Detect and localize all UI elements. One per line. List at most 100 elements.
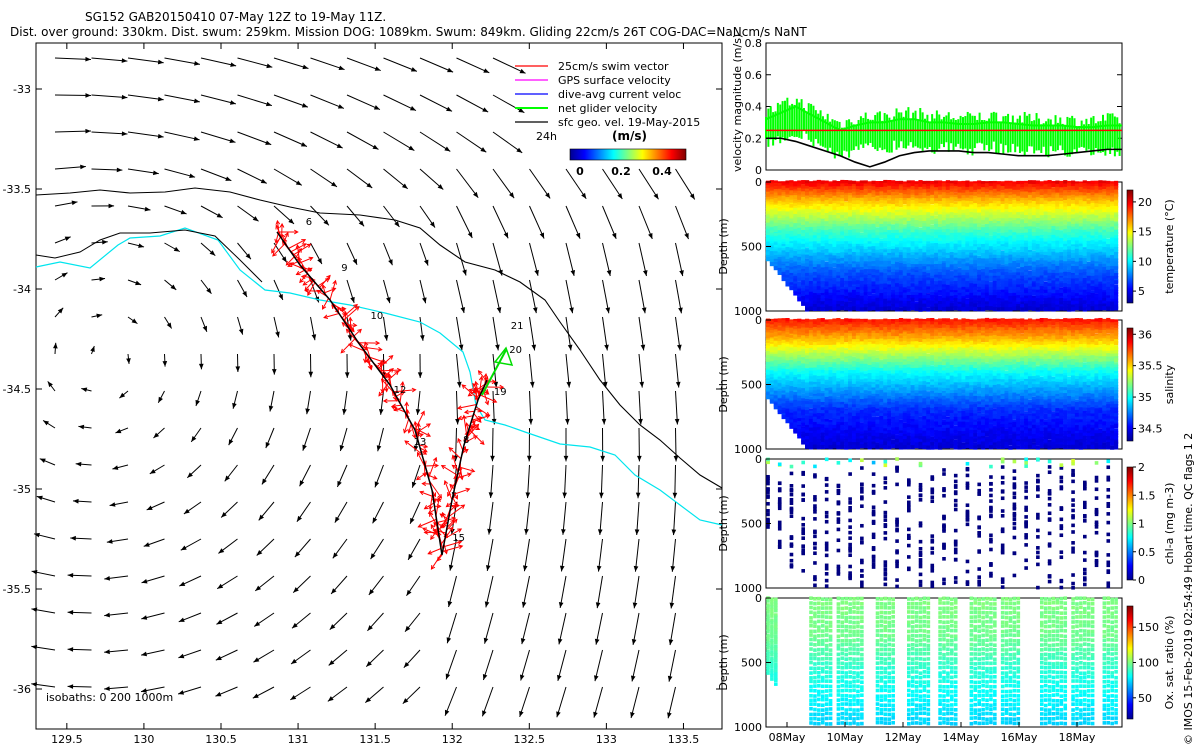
current-arrow-head — [157, 96, 164, 102]
depth-data-point — [926, 289, 931, 294]
current-arrow-head — [189, 173, 196, 179]
current-arrow-head — [53, 342, 58, 349]
current-arrow-shaft — [456, 131, 487, 153]
depth-data-point — [981, 307, 986, 312]
map-y-ticks: -33-33.5-34-34.5-35-35.5-36 — [3, 83, 722, 696]
day-label: 8 — [463, 435, 469, 446]
depth-data-point — [859, 252, 864, 257]
swim-vector-head — [428, 511, 434, 517]
depth-data-point — [875, 197, 880, 202]
depth-data-point — [879, 260, 884, 266]
current-arrow-head — [556, 711, 561, 718]
depth-data-point — [789, 254, 794, 259]
depth-data-point — [789, 243, 794, 248]
depth-data-point — [797, 297, 802, 302]
swim-vector — [424, 502, 435, 510]
current-arrow-shaft — [600, 464, 603, 499]
current-arrow-head — [519, 710, 524, 717]
depth-data-point — [1008, 263, 1013, 268]
depth-data-point — [781, 221, 786, 226]
swim-vector-head — [422, 448, 428, 453]
swim-vector-head — [453, 494, 458, 500]
current-arrow-shaft — [200, 57, 237, 67]
depth-data-point — [945, 292, 951, 297]
depth-data-point — [906, 263, 911, 268]
depth-data-point — [765, 208, 771, 213]
depth-data-point — [1004, 243, 1009, 248]
depth-data-point — [785, 249, 790, 254]
depth-data-point — [816, 205, 821, 211]
depth-data-point — [1024, 200, 1029, 205]
depth-data-point — [1008, 289, 1013, 294]
depth-data-point — [789, 228, 794, 233]
current-arrow-head — [178, 690, 185, 695]
isobaths-label: isobaths: 0 200 1000m — [46, 691, 173, 704]
swim-vector-head — [448, 447, 454, 452]
swim-vector — [428, 457, 437, 479]
swim-vector-head — [418, 432, 424, 438]
current-arrow-head — [526, 455, 532, 462]
depth-data-point — [988, 240, 994, 245]
swim-vector-head — [348, 343, 354, 348]
depth-data-point — [977, 266, 982, 271]
depth-data-point — [1082, 214, 1087, 219]
current-arrow-shaft — [91, 57, 128, 62]
depth-data-point — [969, 246, 974, 251]
depth-data-point — [957, 240, 962, 245]
current-arrow-head — [534, 269, 539, 276]
swim-vector-head — [472, 382, 477, 388]
current-arrow-shaft — [565, 205, 581, 239]
depth-data-point — [902, 220, 907, 225]
swim-vector-head — [440, 464, 446, 470]
depth-data-point — [894, 263, 900, 268]
depth-data-point — [965, 283, 970, 288]
depth-data-point — [1035, 200, 1040, 205]
depth-data-point — [863, 280, 868, 285]
current-arrow-shaft — [54, 130, 91, 133]
depth-data-point — [1000, 228, 1005, 233]
depth-data-point — [1008, 240, 1013, 245]
track-line — [276, 231, 488, 556]
depth-data-point — [934, 246, 939, 251]
swim-vector — [329, 280, 337, 301]
depth-data-point — [973, 240, 978, 245]
swim-vector — [343, 306, 360, 321]
swim-vector-head — [340, 348, 346, 354]
current-arrow-shaft — [675, 390, 678, 425]
swim-vector — [364, 342, 371, 360]
swim-vector-head — [430, 535, 435, 541]
depth-data-point — [875, 307, 880, 312]
current-arrow-head — [75, 461, 82, 467]
depth-data-point — [891, 306, 896, 311]
current-arrow-head — [448, 564, 454, 571]
depth-data-point — [777, 207, 782, 212]
depth-data-point — [765, 188, 771, 193]
depth-data-point — [945, 280, 951, 285]
swim-vector-head — [295, 244, 301, 250]
current-arrow-head — [302, 64, 309, 70]
swim-vector — [380, 360, 383, 374]
swim-vector — [307, 282, 316, 296]
current-arrow-head — [374, 481, 380, 488]
depth-data-point — [805, 277, 810, 282]
depth-data-point — [785, 233, 790, 239]
current-arrow-shaft — [492, 57, 526, 74]
depth-data-point — [781, 212, 786, 217]
current-arrow-head — [215, 691, 222, 697]
depth-data-point — [836, 214, 841, 219]
current-arrow-head — [305, 408, 310, 415]
depth-data-point — [777, 254, 782, 259]
depth-data-point — [977, 251, 982, 256]
current-arrow-shaft — [675, 168, 696, 200]
depth-data-point — [1043, 200, 1048, 205]
colorbar-title: (m/s) — [612, 129, 647, 143]
current-arrow-head — [642, 270, 648, 277]
current-arrow-head — [260, 178, 267, 184]
depth-data-point — [930, 209, 935, 214]
depth-data-point — [1039, 289, 1044, 294]
depth-data-point — [781, 181, 786, 186]
depth-data-point — [855, 214, 861, 219]
depth-data-point — [785, 258, 790, 264]
depth-data-point — [785, 267, 790, 272]
depth-data-point — [969, 306, 974, 311]
